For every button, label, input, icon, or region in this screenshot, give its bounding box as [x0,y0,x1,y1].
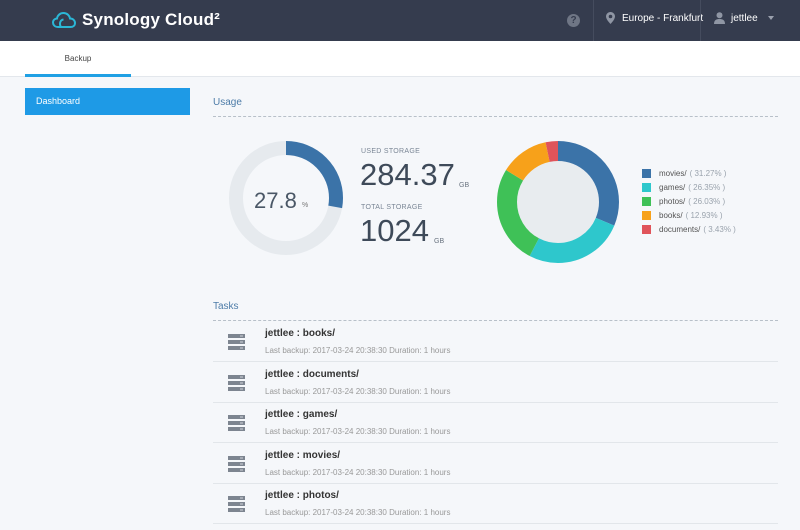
task-row[interactable]: jettlee : photos/Last backup: 2017-03-24… [213,484,778,525]
server-icon [228,374,245,391]
server-icon [228,455,245,472]
donut-legend: movies/( 31.27% ) games/( 26.35% ) photos/… [642,166,736,236]
divider [700,0,701,41]
server-icon [228,415,245,432]
legend-item: books/( 12.93% ) [642,208,736,222]
task-name: jettlee : photos/ [265,490,339,502]
legend-swatch [642,182,651,192]
legend-percent: ( 12.93% ) [685,210,723,220]
legend-item: movies/( 31.27% ) [642,166,736,180]
legend-swatch [642,210,651,220]
used-storage-value: 284.37 [360,157,455,192]
used-storage-label: USED STORAGE [361,148,421,155]
usage-percent-unit: % [302,202,309,209]
section-divider [213,116,778,117]
top-navigation-bar: Synology Cloud² ? Europe - Frankfurt jet… [0,0,800,41]
task-name: jettlee : documents/ [265,368,359,380]
total-storage-value: 1024 [360,213,429,248]
section-divider [213,320,778,321]
legend-label: photos/ [659,196,686,206]
legend-label: books/ [659,210,683,220]
server-icon [228,496,245,513]
server-icon [228,334,245,350]
total-storage-unit: GB [434,238,445,245]
legend-label: movies/ [659,168,687,178]
divider [593,0,594,41]
legend-percent: ( 3.43% ) [703,224,736,234]
legend-item: games/( 26.35% ) [642,180,736,194]
legend-item: documents/( 3.43% ) [642,222,736,236]
task-name: jettlee : books/ [265,328,336,339]
tab-backup[interactable]: Backup [25,41,131,77]
legend-swatch [642,168,651,178]
total-storage-label: TOTAL STORAGE [361,204,423,211]
cloud-logo-icon [52,11,76,28]
region-label: Europe - Frankfurt [622,12,704,24]
legend-percent: ( 31.27% ) [689,168,727,178]
donut-slice-games[interactable] [497,141,619,263]
gauge-fill [229,141,343,255]
task-row[interactable]: jettlee : games/Last backup: 2017-03-24 … [213,403,778,444]
tab-bar: Backup [0,41,800,77]
task-row[interactable]: jettlee : documents/Last backup: 2017-03… [213,363,778,403]
user-menu[interactable]: jettlee [714,12,774,24]
legend-percent: ( 26.03% ) [688,196,726,206]
task-name: jettlee : movies/ [265,449,341,461]
task-name: jettlee : games/ [265,409,338,421]
location-pin-icon [606,12,615,24]
app-title: Synology Cloud² [82,10,221,29]
usage-percent-value: 27.8 [254,188,297,213]
legend-item: photos/( 26.03% ) [642,194,736,208]
legend-swatch [642,196,651,206]
task-last-backup: Last backup: 2017-03-24 20:38:30 Duratio… [265,427,451,437]
donut-slice-documents[interactable] [497,141,619,263]
tasks-section-title: Tasks [213,301,239,312]
chevron-down-icon [767,16,774,20]
task-last-backup: Last backup: 2017-03-24 20:38:30 Duratio… [265,386,451,396]
task-row[interactable]: jettlee : books/Last backup: 2017-03-24 … [213,322,778,362]
region-selector[interactable]: Europe - Frankfurt [606,12,703,24]
sidebar-item-dashboard[interactable]: Dashboard [25,88,190,115]
usage-gauge [229,141,343,255]
task-row[interactable]: jettlee : movies/Last backup: 2017-03-24… [213,444,778,484]
folder-usage-donut-chart [497,141,619,263]
task-last-backup: Last backup: 2017-03-24 20:38:30 Duratio… [265,508,451,518]
task-last-backup: Last backup: 2017-03-24 20:38:30 Duratio… [265,467,451,477]
used-storage-unit: GB [459,182,470,189]
app-logo[interactable]: Synology Cloud² [52,10,220,30]
user-icon [714,12,725,24]
legend-label: games/ [659,182,686,192]
usage-section-title: Usage [213,97,242,108]
help-icon[interactable]: ? [567,14,580,27]
username-label: jettlee [731,12,758,24]
task-last-backup: Last backup: 2017-03-24 20:38:30 Duratio… [265,346,451,355]
legend-label: documents/ [659,224,701,234]
donut-center [517,161,599,243]
legend-percent: ( 26.35% ) [688,182,726,192]
donut-slice-photos[interactable] [497,141,619,263]
legend-swatch [642,224,651,234]
